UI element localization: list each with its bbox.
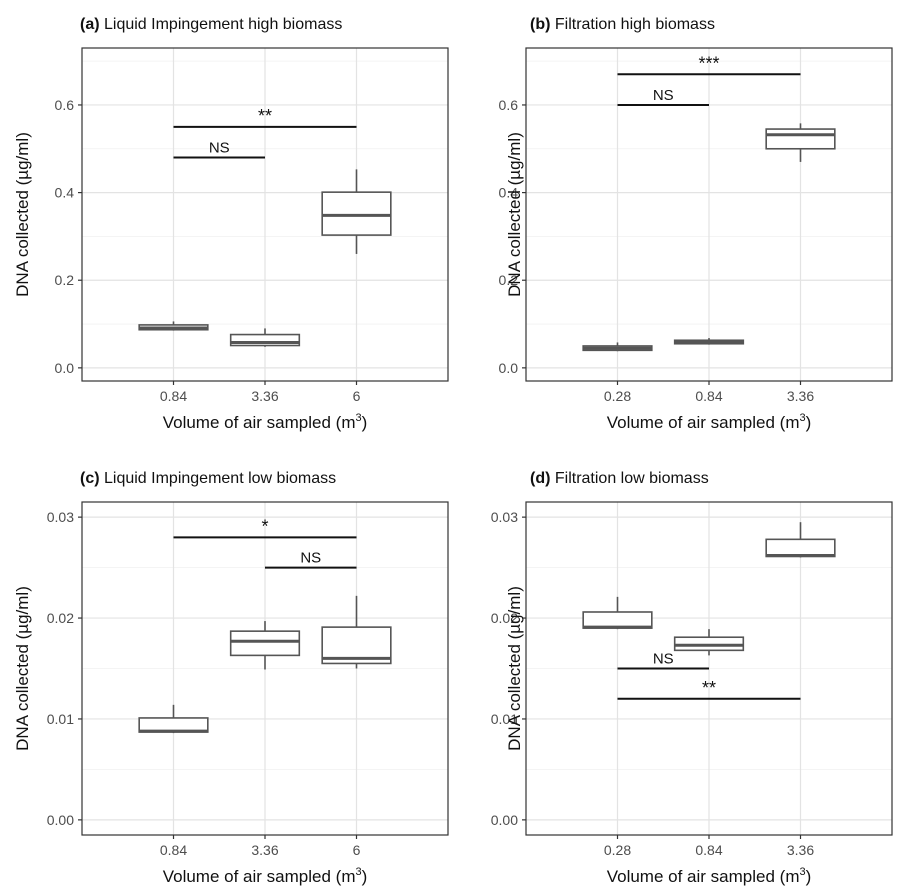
panel-c: * NS 0.00 0.01 0.02 0.03 0.84 3.36 6 Volume of ai… [13,470,449,886]
box-6 [321,169,392,254]
y-tick-label: 0.2 [55,272,75,288]
significance-label: ** [258,106,272,126]
x-axis-title: Volume of air sampled (m3) [163,412,368,432]
panel-title: (a) Liquid Impingement high biomass [80,16,342,33]
y-tick-label: 0.02 [47,610,74,626]
y-axis-title: DNA collected (µg/ml) [505,132,524,297]
x-axis-title: Volume of air sampled (m3) [163,866,368,886]
y-axis-title: DNA collected (µg/ml) [13,132,32,297]
y-tick-label: 0.2 [499,272,519,288]
x-tick-label: 0.28 [604,388,631,404]
significance-label: NS [653,87,674,104]
x-tick-label: 6 [353,842,361,858]
box-0.84 [673,629,745,656]
y-tick-label: 0.6 [55,97,75,113]
y-tick-label: 0.01 [491,711,518,727]
box-0.28 [582,342,653,352]
box-rect [229,333,301,347]
box-0.84 [138,704,209,734]
x-tick-label: 3.36 [787,388,814,404]
box-3.36 [765,522,836,558]
y-tick-label: 0.03 [491,509,518,525]
y-tick-label: 0.02 [491,610,518,626]
box-3.36 [229,621,301,670]
box-0.28 [582,596,653,630]
panel-b: NS *** 0.0 0.2 0.4 0.6 0.28 0.84 3.36 Volume of a… [499,16,893,432]
panel-d: NS ** 0.00 0.01 0.02 0.03 0.28 0.84 3.36 Volume o… [491,470,893,886]
y-tick-label: 0.0 [55,360,75,376]
x-tick-label: 3.36 [251,388,278,404]
x-tick-label: 3.36 [787,842,814,858]
x-tick-label: 3.36 [251,842,278,858]
significance-label: *** [698,53,719,73]
box-rect [229,630,301,657]
x-tick-label: 6 [353,388,361,404]
x-tick-label: 0.28 [604,842,631,858]
y-tick-label: 0.01 [47,711,74,727]
significance-label: * [261,516,268,536]
x-axis-title: Volume of air sampled (m3) [607,866,812,886]
y-axis-title: DNA collected (µg/ml) [13,586,32,751]
y-tick-label: 0.03 [47,509,74,525]
x-tick-label: 0.84 [695,388,722,404]
panel-title: (c) Liquid Impingement low biomass [80,470,336,487]
panel-title: (d) Filtration low biomass [530,470,709,487]
y-tick-label: 0.0 [499,360,519,376]
y-tick-label: 0.00 [47,812,74,828]
significance-label: NS [653,651,674,668]
y-tick-label: 0.6 [499,97,519,113]
box-3.36 [765,123,836,162]
y-tick-label: 0.00 [491,812,518,828]
x-tick-label: 0.84 [160,388,187,404]
y-tick-label: 0.4 [55,185,75,201]
y-tick-label: 0.4 [499,185,519,201]
x-axis-title: Volume of air sampled (m3) [607,412,812,432]
significance-label: NS [209,140,230,157]
x-tick-label: 0.84 [695,842,722,858]
significance-label: ** [702,678,716,698]
significance-label: NS [300,550,321,567]
box-rect [321,191,392,236]
box-rect [673,636,745,652]
y-axis-title: DNA collected (µg/ml) [505,586,524,751]
box-3.36 [229,328,301,347]
box-6 [321,595,392,669]
box-0.84 [673,338,745,345]
box-0.84 [138,321,209,331]
panel-title: (b) Filtration high biomass [530,16,715,33]
box-rect [765,128,836,150]
x-tick-label: 0.84 [160,842,187,858]
box-rect [765,538,836,558]
panel-a: NS ** 0.0 0.2 0.4 0.6 0.84 3.36 6 Volume of air s… [13,16,449,432]
